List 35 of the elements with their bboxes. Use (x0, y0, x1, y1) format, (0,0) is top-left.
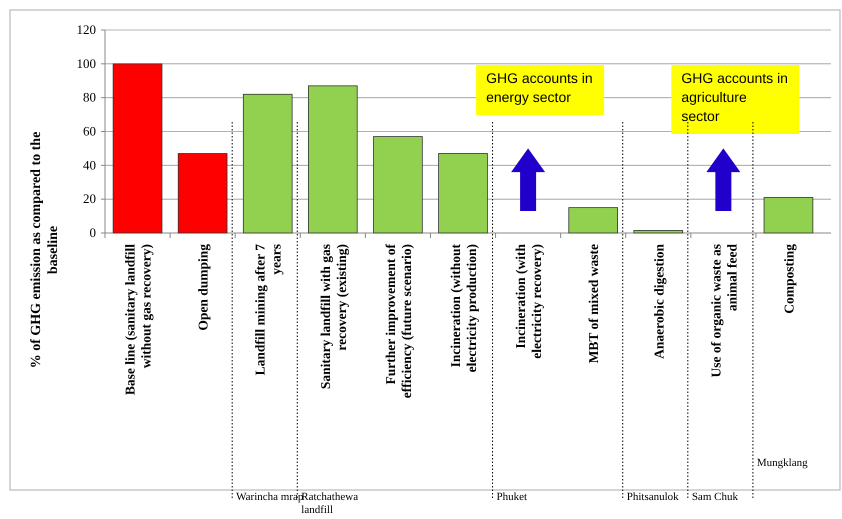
y-tick-label: 0 (90, 225, 96, 240)
text: Ratchathewa landfill (301, 491, 358, 516)
bar (112, 63, 162, 234)
x-tick-label: Landfill mining after 7 years (252, 244, 284, 376)
y-axis-title: % of GHG emission as compared to the baseline (29, 132, 61, 368)
text: Sam Chuk (692, 491, 738, 503)
x-tick-label: Use of organic waste as animal feed (708, 244, 740, 378)
x-tick-label: MBT of mixed waste (586, 244, 602, 364)
annotation: GHG accounts in energy sector (486, 70, 593, 105)
x-tick-label: Sanitary landfill with gas recovery (existing) (318, 244, 349, 390)
bar (633, 230, 684, 234)
bar (764, 197, 814, 234)
y-tick-label: 20 (83, 191, 96, 206)
x-tick-label: Incineration (without electricity production) (448, 244, 479, 372)
bar (242, 94, 293, 234)
bar (373, 136, 423, 234)
y-tick-label: 80 (83, 90, 96, 105)
x-tick-label: Composting (781, 244, 796, 314)
x-tick-label: Incineration (with electricity recovery) (513, 244, 544, 359)
y-tick-label: 40 (83, 157, 96, 172)
bar (178, 153, 228, 234)
y-tick-label: 100 (76, 56, 96, 71)
bar (568, 207, 618, 234)
bar (438, 153, 488, 234)
x-tick-label: Open dumping (196, 244, 211, 331)
annotation: GHG accounts in agriculture sector (681, 70, 788, 124)
text: Mungklang (756, 457, 808, 469)
x-tick-label: Anaerobic digestion (651, 244, 666, 359)
y-tick-label: 60 (83, 124, 96, 138)
y-tick-label: 120 (76, 22, 96, 37)
x-tick-label: Further improvement of efficiency (future scenario) (382, 244, 414, 398)
x-tick-label: Base line (sanitary landfill without gas recovery) (122, 244, 154, 396)
text: Phuket (496, 491, 528, 503)
bar (308, 85, 358, 234)
text: Phitsanulok (626, 491, 680, 503)
